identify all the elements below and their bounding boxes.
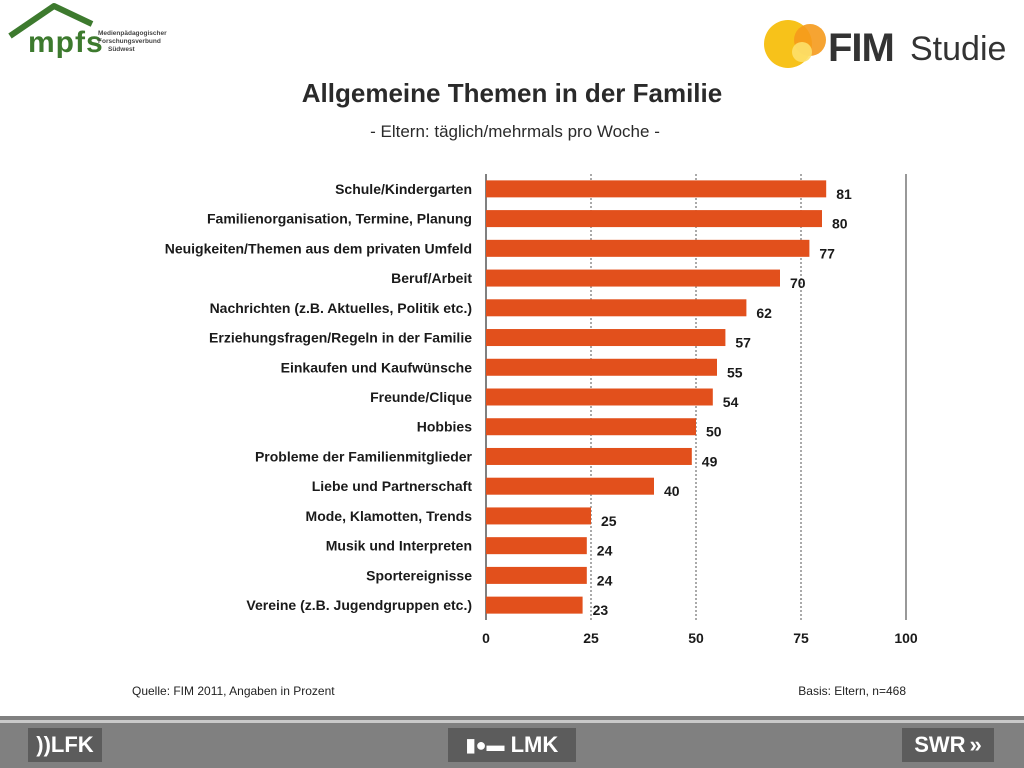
- mpfs-logo: mpfs Medienpädagogischer Forschungsverbu…: [6, 2, 176, 62]
- bar: [486, 388, 713, 406]
- x-tick-label: 75: [793, 630, 809, 646]
- lmk-label: LMK: [510, 732, 559, 757]
- bar: [486, 566, 587, 584]
- data-label: 40: [664, 483, 680, 499]
- chart-title: Allgemeine Themen in der Familie: [301, 78, 723, 108]
- category-label: Beruf/Arbeit: [391, 270, 472, 286]
- studie-label: Studie: [910, 30, 1007, 68]
- data-label: 81: [836, 186, 852, 202]
- mpfs-brand: mpfs: [28, 26, 104, 59]
- category-label: Musik und Interpreten: [326, 538, 472, 554]
- bar: [486, 507, 591, 525]
- footer-divider: [0, 720, 1024, 723]
- category-label: Schule/Kindergarten: [335, 181, 472, 197]
- bar: [486, 210, 822, 228]
- lmk-logo: ▮●▬ LMK: [448, 728, 576, 762]
- bar: [486, 596, 583, 614]
- data-label: 24: [597, 572, 613, 588]
- mpfs-sub-line: Forschungsverbund: [98, 38, 161, 45]
- footer-bar: ))LFK ▮●▬ LMK SWR »: [0, 716, 1024, 768]
- data-label: 50: [706, 424, 722, 440]
- category-label: Neuigkeiten/Themen aus dem privaten Umfe…: [165, 240, 472, 256]
- bar: [486, 447, 692, 465]
- fim-circles-icon: [764, 20, 826, 68]
- data-label: 77: [819, 245, 835, 261]
- category-label: Sportereignisse: [366, 567, 472, 583]
- category-label: Einkaufen und Kaufwünsche: [281, 359, 473, 375]
- bar: [486, 477, 654, 495]
- chart-subtitle: - Eltern: täglich/mehrmals pro Woche -: [370, 122, 660, 141]
- mpfs-sub-line: Medienpädagogischer: [98, 30, 167, 37]
- bar: [486, 239, 810, 257]
- category-label: Mode, Klamotten, Trends: [306, 508, 473, 524]
- data-label: 55: [727, 364, 743, 380]
- basis-note: Basis: Eltern, n=468: [798, 684, 906, 698]
- bar: [486, 329, 726, 347]
- data-label: 70: [790, 275, 806, 291]
- swr-logo: SWR »: [902, 728, 994, 762]
- category-label: Vereine (z.B. Jugendgruppen etc.): [246, 597, 472, 613]
- category-label: Erziehungsfragen/Regeln in der Familie: [209, 330, 472, 346]
- x-tick-label: 0: [482, 630, 490, 646]
- bar: [486, 358, 717, 376]
- data-label: 57: [735, 335, 751, 351]
- swr-arrows-icon: »: [969, 732, 982, 757]
- bar: [486, 299, 747, 317]
- fim-label: FIM: [828, 26, 895, 70]
- x-tick-label: 50: [688, 630, 704, 646]
- mpfs-subtitle: Medienpädagogischer Forschungsverbund Sü…: [98, 30, 167, 54]
- bar: [486, 537, 587, 555]
- x-tick-label: 25: [583, 630, 599, 646]
- category-label: Hobbies: [417, 419, 472, 435]
- data-label: 80: [832, 216, 848, 232]
- data-label: 25: [601, 513, 617, 529]
- mpfs-roof-icon: [8, 3, 94, 39]
- data-label: 54: [723, 394, 739, 410]
- category-label: Liebe und Partnerschaft: [312, 478, 473, 494]
- swr-label: SWR: [914, 732, 966, 757]
- lfk-logo: ))LFK: [28, 728, 102, 762]
- data-label: 24: [597, 543, 613, 559]
- bar: [486, 180, 827, 198]
- fim-studie-logo: FIM Studie: [762, 12, 1012, 74]
- category-label: Familienorganisation, Termine, Planung: [207, 211, 472, 227]
- source-note: Quelle: FIM 2011, Angaben in Prozent: [132, 684, 335, 698]
- x-tick-label: 100: [894, 630, 918, 646]
- category-label: Nachrichten (z.B. Aktuelles, Politik etc…: [210, 300, 472, 316]
- category-label: Probleme der Familienmitglieder: [255, 448, 473, 464]
- bar-chart: Schule/Kindergarten 81 Familienorganisatio…: [165, 174, 918, 646]
- bar: [486, 269, 780, 287]
- data-label: 23: [593, 602, 609, 618]
- category-label: Freunde/Clique: [370, 389, 472, 405]
- data-label: 62: [756, 305, 772, 321]
- mpfs-sub-line: Südwest: [108, 46, 135, 53]
- lmk-dots-icon: ▮●▬: [465, 734, 505, 755]
- data-label: 49: [702, 453, 718, 469]
- bar: [486, 418, 696, 436]
